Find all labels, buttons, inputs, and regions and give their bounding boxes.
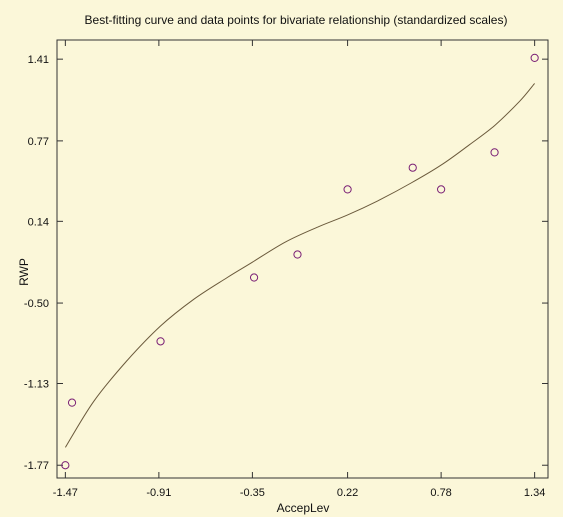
x-tick-label: -0.35 (240, 487, 265, 499)
x-tick-label: 0.78 (430, 487, 451, 499)
y-tick-label: 0.14 (28, 216, 49, 228)
fitted-curve (64, 83, 535, 448)
x-tick-label: 1.34 (524, 487, 545, 499)
data-point (61, 461, 70, 470)
plot-frame (56, 39, 549, 479)
data-point (530, 53, 539, 62)
data-point (156, 337, 165, 346)
data-point (437, 185, 446, 194)
chart-title: Best-fitting curve and data points for b… (85, 13, 508, 27)
y-tick-label: 0.77 (28, 136, 49, 148)
data-points (61, 53, 539, 470)
data-point (249, 273, 259, 282)
data-point (343, 185, 352, 194)
data-point (293, 250, 302, 259)
y-axis-label: RWP (17, 258, 31, 286)
y-tick-label: -1.77 (24, 460, 49, 472)
data-point (490, 148, 499, 157)
y-tick-label: -1.13 (24, 379, 49, 391)
y-axis: 1.41 0.77 0.14 -0.50 -1.13 -1.77 (24, 54, 548, 472)
x-axis-label: AccepLev (277, 501, 330, 515)
x-axis: -1.47 -0.91 -0.35 0.22 0.78 1.34 (53, 40, 545, 499)
data-point (408, 163, 417, 172)
x-tick-label: -0.91 (146, 487, 171, 499)
data-point (67, 398, 77, 407)
y-tick-label: 1.41 (28, 54, 49, 66)
y-tick-label: -0.50 (24, 298, 49, 310)
x-tick-label: -1.47 (53, 487, 78, 499)
x-tick-label: 0.22 (337, 487, 358, 499)
